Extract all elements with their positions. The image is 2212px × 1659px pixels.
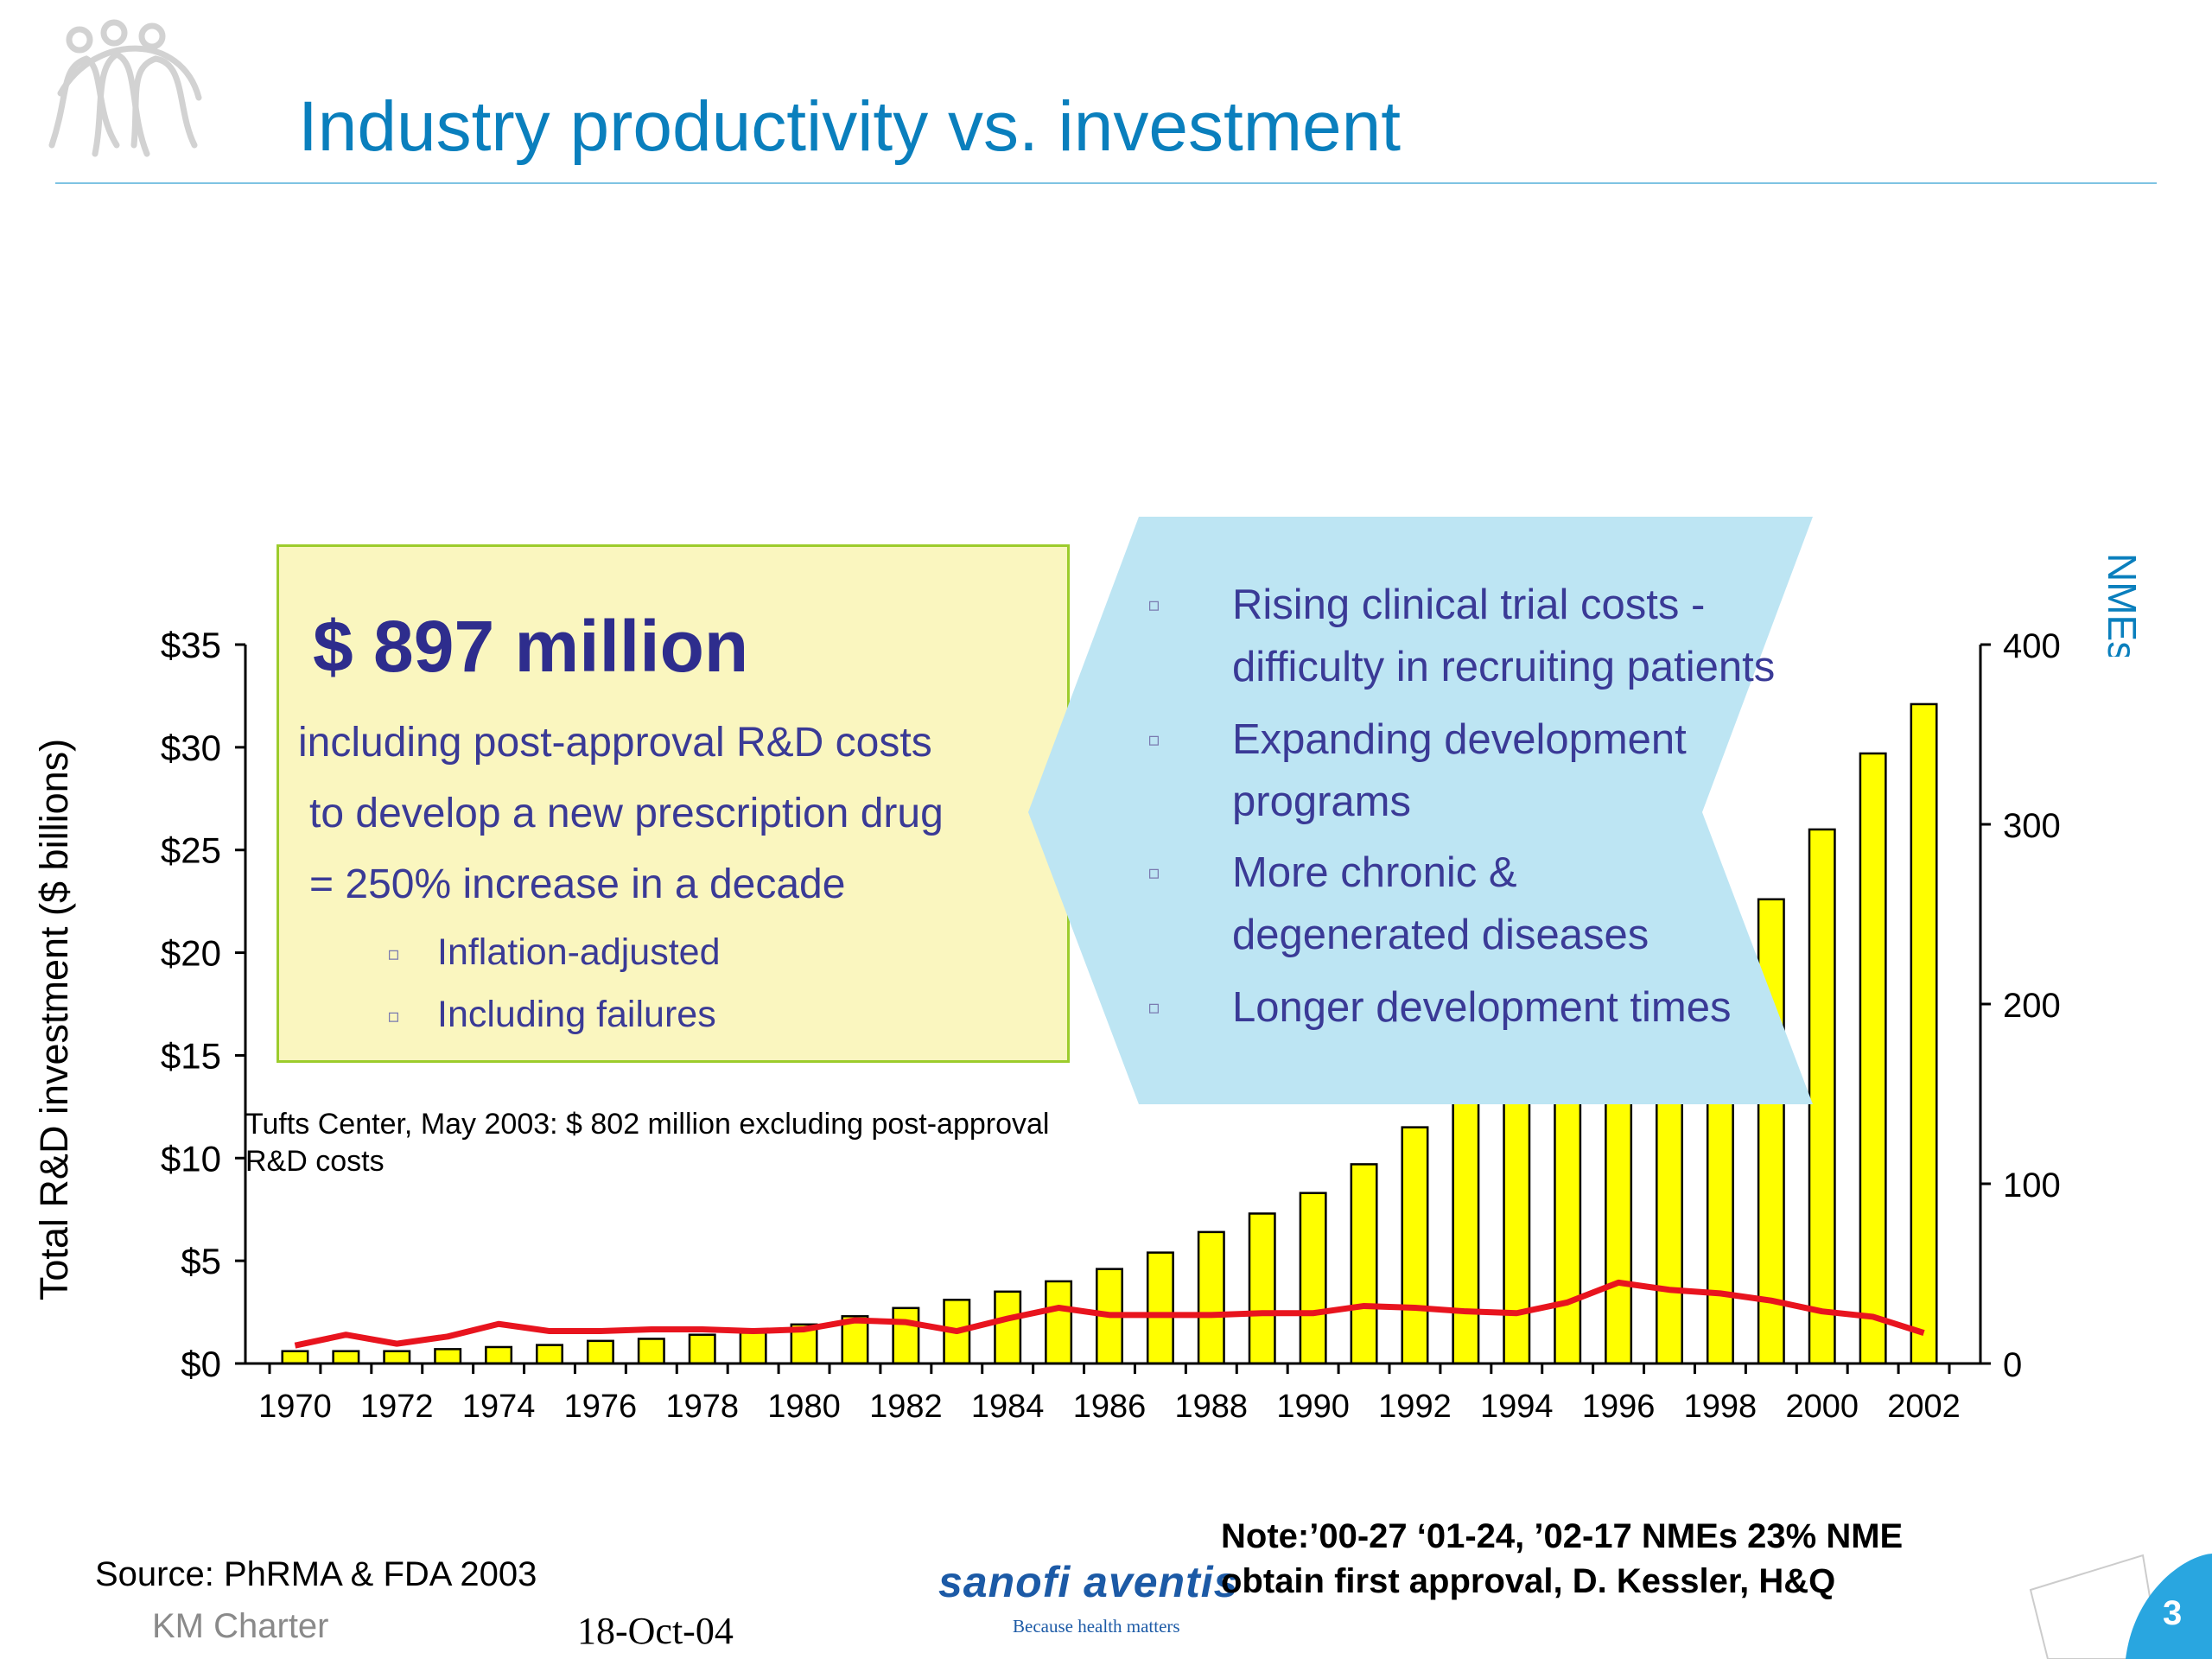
reason-2-line-2: programs <box>1232 779 1411 825</box>
footer-date: 18-Oct-04 <box>577 1610 734 1652</box>
y-tick-label: $10 <box>161 1138 221 1179</box>
reason-3-line-1: More chronic & <box>1232 849 1517 896</box>
sub-bullet-failures: Including failures <box>437 994 716 1035</box>
square-bullet-icon: ▫ <box>1147 594 1160 616</box>
x-tick-label: 1976 <box>564 1389 638 1425</box>
y-tick-label: $30 <box>161 728 221 768</box>
x-axis-ticks: 1970 1972 1974 1976 1978 1980 1982 1984 1986 1988… <box>258 1389 1961 1425</box>
left-axis-ticks: $0 $5 $10 $15 $20 $25 $30 $35 <box>161 625 245 1384</box>
tufts-note: Tufts Center, May 2003: $ 802 million ex… <box>245 1108 1050 1178</box>
cost-line-1: including post-approval R&D costs <box>298 720 932 766</box>
right-axis-ticks: 0 100 200 300 400 <box>1980 627 2061 1384</box>
x-tick-label: 1972 <box>360 1389 434 1425</box>
right-axis-title: NMEs <box>2100 553 2136 657</box>
page-number: 3 <box>2163 1594 2183 1632</box>
title-divider <box>55 182 2157 184</box>
y2-tick-label: 400 <box>2003 627 2061 665</box>
y-tick-label: $0 <box>181 1344 221 1384</box>
sub-bullet-inflation: Inflation-adjusted <box>437 931 721 973</box>
cost-headline: $ 897 million <box>313 606 749 687</box>
people-logo-icon <box>48 19 202 157</box>
footer-author: KM Charter <box>152 1607 329 1645</box>
x-tick-label: 1982 <box>869 1389 943 1425</box>
cost-line-3: = 250% increase in a decade <box>309 861 846 907</box>
source-note: Source: PhRMA & FDA 2003 <box>95 1555 537 1593</box>
x-tick-label: 1984 <box>971 1389 1045 1425</box>
square-bullet-icon: ▫ <box>1147 862 1160 884</box>
bar-1993 <box>1452 1095 1480 1365</box>
y-tick-label: $5 <box>181 1241 221 1281</box>
brand-logo-text: sanofi aventis <box>938 1558 1239 1606</box>
kessler-note: Note:’00-27 ‘01-24, ’02-17 NMEs 23% NME … <box>1221 1514 1903 1604</box>
x-tick-label: 1974 <box>462 1389 536 1425</box>
x-tick-label: 1998 <box>1684 1389 1758 1425</box>
x-tick-label: 2000 <box>1785 1389 1859 1425</box>
cost-callout-box <box>276 544 1070 1063</box>
y-tick-label: $25 <box>161 830 221 871</box>
x-tick-label: 1988 <box>1175 1389 1249 1425</box>
y-tick-label: $15 <box>161 1035 221 1076</box>
bar-1988 <box>1197 1230 1225 1365</box>
y-tick-label: $20 <box>161 933 221 974</box>
square-bullet-icon: ▫ <box>387 944 400 965</box>
square-bullet-icon: ▫ <box>1147 729 1160 751</box>
x-tick-label: 1994 <box>1480 1389 1554 1425</box>
x-tick-label: 1978 <box>665 1389 739 1425</box>
reason-1-line-2: difficulty in recruiting patients <box>1232 644 1776 690</box>
reason-3-line-2: degenerated diseases <box>1232 912 1649 958</box>
reason-1-line-1: Rising clinical trial costs - <box>1232 582 1706 628</box>
page-corner-badge <box>2029 1554 2212 1659</box>
bar-series <box>281 702 1938 1365</box>
x-tick-label: 1970 <box>258 1389 332 1425</box>
bar-1978 <box>688 1333 716 1365</box>
kessler-note-line-1: Note:’00-27 ‘01-24, ’02-17 NMEs 23% NME <box>1221 1517 1904 1555</box>
cost-line-2: to develop a new prescription drug <box>309 791 944 836</box>
square-bullet-icon: ▫ <box>1147 997 1160 1019</box>
y2-axis-label: NMEs <box>2100 553 2136 657</box>
x-tick-label: 1990 <box>1276 1389 1350 1425</box>
square-bullet-icon: ▫ <box>387 1006 400 1027</box>
slide-title: Industry productivity vs. investment <box>298 87 1402 166</box>
reason-4-line-1: Longer development times <box>1232 984 1732 1031</box>
reason-2-line-1: Expanding development <box>1232 716 1687 763</box>
x-tick-label: 1986 <box>1073 1389 1147 1425</box>
x-tick-label: 1996 <box>1582 1389 1656 1425</box>
y-tick-label: $35 <box>161 625 221 665</box>
y2-tick-label: 0 <box>2003 1346 2022 1384</box>
kessler-note-line-2: obtain first approval, D. Kessler, H&Q <box>1221 1562 1836 1600</box>
x-tick-label: 2002 <box>1887 1389 1961 1425</box>
nme-line <box>294 1279 1925 1349</box>
x-tick-label: 1980 <box>767 1389 841 1425</box>
brand-tagline: Because health matters <box>1013 1616 1180 1637</box>
x-tick-label: 1992 <box>1378 1389 1452 1425</box>
y-axis-title: Total R&D investment ($ billions) <box>32 739 76 1300</box>
bar-1991 <box>1350 1163 1378 1365</box>
y2-tick-label: 300 <box>2003 807 2061 845</box>
y2-tick-label: 100 <box>2003 1166 2061 1205</box>
line-series <box>294 1279 1925 1349</box>
y2-tick-label: 200 <box>2003 987 2061 1025</box>
bar-1990 <box>1299 1192 1327 1365</box>
